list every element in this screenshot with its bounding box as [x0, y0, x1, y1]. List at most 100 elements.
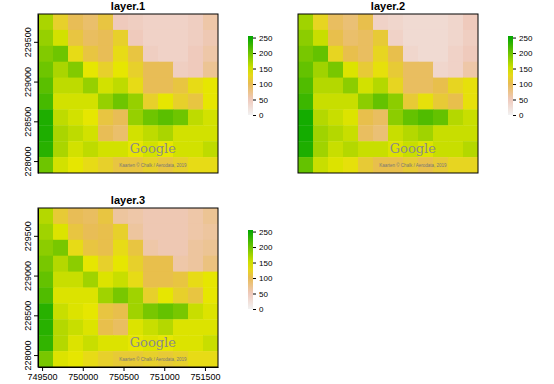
cell — [358, 125, 373, 141]
cell — [343, 46, 358, 62]
cell — [38, 46, 53, 62]
cell — [173, 272, 188, 288]
cell — [68, 272, 83, 288]
tick: 749500 — [28, 367, 58, 382]
tick: 229500 — [23, 221, 38, 251]
cell — [158, 240, 173, 256]
cell — [343, 94, 358, 110]
cell — [433, 62, 448, 78]
cell — [38, 351, 53, 367]
cell — [358, 62, 373, 78]
cell — [83, 208, 98, 224]
cell — [98, 157, 113, 173]
tick-label: 200 — [519, 49, 533, 58]
cell — [143, 125, 158, 141]
cell — [113, 109, 128, 125]
cell — [448, 62, 463, 78]
tick-label: 0 — [259, 111, 264, 120]
cell — [68, 125, 83, 141]
cell — [203, 272, 218, 288]
cell — [313, 62, 328, 78]
tick-mark — [513, 69, 516, 70]
cell — [158, 14, 173, 30]
cell — [388, 78, 403, 94]
cell — [98, 272, 113, 288]
cell — [83, 46, 98, 62]
cell — [83, 30, 98, 46]
cell — [358, 109, 373, 125]
cell — [128, 240, 143, 256]
cell — [98, 94, 113, 110]
cell — [128, 319, 143, 335]
cell — [298, 62, 313, 78]
cell — [158, 94, 173, 110]
cell — [173, 319, 188, 335]
tick: 250 — [253, 34, 273, 43]
tick-label: 250 — [519, 34, 533, 43]
cell — [53, 157, 68, 173]
cell — [388, 46, 403, 62]
cell — [203, 256, 218, 272]
cell — [158, 125, 173, 141]
cell — [358, 94, 373, 110]
tick-label: 228000 — [23, 341, 33, 371]
tick: 229500 — [23, 27, 38, 57]
cell — [83, 303, 98, 319]
cell — [143, 303, 158, 319]
cell — [38, 240, 53, 256]
cell — [188, 157, 203, 173]
cell — [158, 256, 173, 272]
cell — [173, 256, 188, 272]
cell — [158, 62, 173, 78]
cell — [128, 224, 143, 240]
cell — [83, 94, 98, 110]
cell — [38, 141, 53, 157]
cell — [98, 319, 113, 335]
cell — [403, 109, 418, 125]
cell — [343, 141, 358, 157]
tick-label: 150 — [259, 259, 273, 268]
raster — [38, 208, 218, 367]
cell — [203, 14, 218, 30]
cell — [203, 78, 218, 94]
cell — [328, 46, 343, 62]
cell — [328, 94, 343, 110]
cell — [173, 208, 188, 224]
cell — [128, 208, 143, 224]
cell — [38, 208, 53, 224]
cell — [173, 125, 188, 141]
cell — [343, 157, 358, 173]
tick-mark — [83, 367, 84, 371]
cell — [203, 30, 218, 46]
title: layer.3 — [111, 194, 145, 206]
cell — [128, 30, 143, 46]
cell — [448, 141, 463, 157]
cell — [113, 62, 128, 78]
cell — [328, 109, 343, 125]
cell — [113, 14, 128, 30]
cell — [328, 125, 343, 141]
cell — [358, 14, 373, 30]
cell — [98, 208, 113, 224]
cell — [113, 319, 128, 335]
color-axis: 050100150200250 — [253, 228, 273, 314]
tick-label: 749500 — [28, 372, 58, 382]
cell — [38, 125, 53, 141]
cell — [113, 288, 128, 304]
cell — [433, 78, 448, 94]
cell — [113, 208, 128, 224]
cell — [53, 256, 68, 272]
cell — [448, 30, 463, 46]
tick-label: 750500 — [109, 372, 139, 382]
figure: GoogleKaarten © Chalk / Aerodata, 2019la… — [0, 0, 554, 384]
cell — [68, 94, 83, 110]
tick-label: 229500 — [23, 27, 33, 57]
cell — [68, 78, 83, 94]
cell — [143, 30, 158, 46]
cell — [68, 319, 83, 335]
cell — [173, 240, 188, 256]
tick: 0 — [513, 111, 524, 120]
color-bar-gradient — [248, 230, 253, 309]
cell — [188, 224, 203, 240]
cell — [388, 14, 403, 30]
